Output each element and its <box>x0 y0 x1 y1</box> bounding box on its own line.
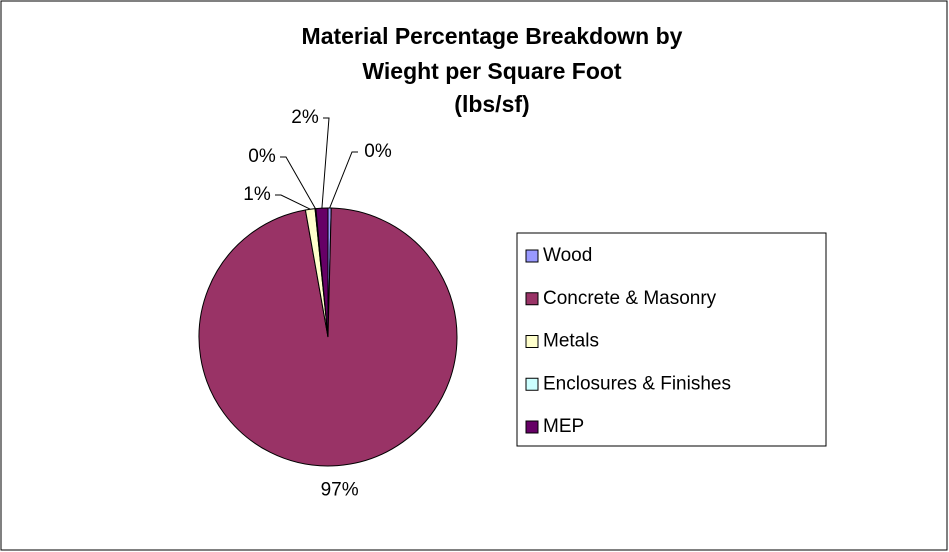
chart-title: (lbs/sf) <box>454 91 529 117</box>
legend-swatch <box>525 292 539 306</box>
data-label: 97% <box>321 480 359 501</box>
chart-title: Wieght per Square Foot <box>362 58 622 84</box>
leader-line <box>275 194 311 210</box>
data-label: 1% <box>243 184 271 205</box>
legend-label: Concrete & Masonry <box>543 288 717 309</box>
leader-line <box>321 117 330 209</box>
legend-box <box>516 232 827 447</box>
chart-title: Material Percentage Breakdown by <box>302 23 683 49</box>
legend-label: Enclosures & Finishes <box>543 373 731 394</box>
pie-slice <box>315 207 329 338</box>
data-label: 2% <box>291 107 319 128</box>
data-label: 0% <box>248 146 276 167</box>
legend-swatch <box>525 335 539 348</box>
leader-line <box>280 156 316 209</box>
legend-swatch <box>525 420 539 434</box>
legend-label: Wood <box>543 245 592 266</box>
legend-swatch <box>525 249 539 263</box>
data-label: 0% <box>364 141 392 162</box>
legend-label: MEP <box>543 416 584 437</box>
legend-label: Metals <box>543 331 599 352</box>
legend-swatch <box>525 377 539 391</box>
leader-line <box>329 151 358 209</box>
